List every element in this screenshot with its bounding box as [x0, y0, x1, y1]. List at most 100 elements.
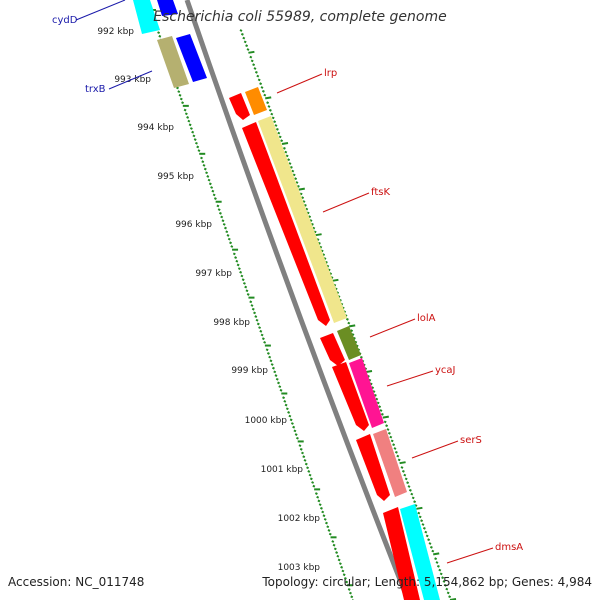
cds-arrow-lrp: [229, 93, 250, 120]
scale-dot: [321, 510, 325, 514]
scale-dot: [177, 90, 181, 94]
cds-arrow-lola: [320, 333, 345, 366]
leader-line-serS: [411, 440, 459, 459]
scale-dot: [301, 451, 304, 455]
feature-darkolive-lola: [337, 326, 361, 360]
scale-dot: [256, 322, 260, 326]
scale-dot: [186, 116, 190, 119]
scale-dot: [303, 458, 307, 462]
scale-dot: [350, 329, 354, 333]
scale-dot: [274, 374, 278, 377]
scale-dot: [275, 377, 279, 381]
scale-dot: [439, 572, 443, 576]
scale-dot: [441, 576, 445, 580]
scale-dot: [373, 393, 377, 397]
scale-dot: [448, 595, 452, 599]
scale-dot: [372, 390, 376, 393]
genome-summary-text: Topology: circular; Length: 5,154,862 bp…: [262, 575, 592, 589]
scale-dot: [206, 175, 210, 178]
scale-dot: [240, 274, 244, 278]
scale-dot: [272, 366, 275, 370]
scale-dot: [319, 506, 323, 510]
scale-tick-label: 1002 kbp: [278, 514, 321, 524]
scale-dot: [242, 36, 246, 40]
scale-dot: [208, 182, 212, 186]
scale-dot: [309, 219, 313, 222]
scale-dot: [311, 481, 315, 484]
scale-dot: [342, 573, 346, 577]
scale-dot: [436, 564, 440, 568]
scale-dot: [259, 329, 263, 333]
scale-dot: [289, 418, 293, 422]
gene-label-trxB: trxB: [85, 84, 106, 95]
feature-khaki-ftsk: [258, 116, 347, 323]
scale-dot: [207, 178, 211, 182]
scale-dot: [293, 429, 297, 433]
scale-dot: [263, 340, 267, 344]
scale-dot: [345, 580, 349, 584]
scale-dot: [269, 359, 273, 363]
scale-dot: [328, 532, 332, 536]
scale-dot: [289, 165, 293, 169]
scale-dot: [277, 131, 281, 135]
scale-dot: [333, 547, 337, 551]
scale-dot: [243, 40, 247, 44]
scale-dot: [301, 196, 305, 200]
leader-line-lrp: [276, 73, 323, 94]
scale-dot: [259, 82, 263, 86]
scale-dot: [385, 424, 389, 428]
scale-dot: [274, 124, 278, 127]
scale-dot: [237, 267, 241, 271]
scale-tick-label: 996 kbp: [175, 220, 212, 230]
scale-dot: [256, 74, 260, 78]
scale-dot: [435, 561, 439, 564]
leader-line-ycaJ: [386, 370, 434, 387]
scale-dot: [410, 492, 414, 496]
scale-dot: [270, 112, 274, 116]
scale-dot: [316, 495, 320, 499]
scale-dot: [427, 538, 431, 542]
scale-dot: [294, 177, 298, 181]
gene-label-serS: serS: [460, 435, 482, 446]
scale-dot: [310, 222, 314, 226]
scale-dot: [253, 67, 257, 70]
scale-dot: [191, 130, 195, 134]
scale-dot: [278, 385, 282, 389]
scale-dot: [261, 89, 265, 93]
scale-dot: [213, 197, 217, 200]
scale-dot: [265, 96, 272, 100]
scale-dot: [443, 583, 447, 587]
scale-dot: [179, 97, 183, 101]
scale-dot: [340, 565, 344, 569]
scale-dot: [260, 333, 264, 337]
scale-dot: [239, 270, 243, 274]
scale-dot: [306, 211, 310, 215]
scale-dot: [375, 397, 379, 401]
scale-dot: [383, 420, 387, 424]
scale-dot: [347, 588, 351, 591]
scale-dot: [246, 48, 250, 51]
scale-dot: [403, 473, 407, 477]
feature-cyan-top: [133, 0, 160, 34]
scale-dot: [380, 412, 384, 416]
scale-dot: [263, 93, 267, 97]
scale-dot: [250, 304, 254, 307]
scale-dot: [442, 580, 446, 583]
scale-dot: [224, 226, 227, 230]
leader-line-ftsK: [322, 192, 370, 213]
scale-dot: [303, 203, 307, 207]
scale-tick-label: 1000 kbp: [245, 416, 288, 426]
scale-dot: [298, 187, 305, 191]
scale-dot: [307, 470, 311, 473]
scale-dot: [312, 226, 316, 230]
scale-dot: [287, 411, 291, 414]
gene-label-dmsA: dmsA: [495, 542, 523, 553]
scale-dot: [299, 447, 303, 451]
scale-dot: [312, 484, 316, 488]
scale-dot: [343, 576, 347, 580]
scale-dot: [245, 44, 249, 48]
scale-dot: [189, 127, 193, 130]
gene-label-ftsK: ftsK: [371, 187, 390, 198]
feature-magenta-ycaj: [349, 358, 384, 428]
scale-dot: [239, 29, 243, 32]
